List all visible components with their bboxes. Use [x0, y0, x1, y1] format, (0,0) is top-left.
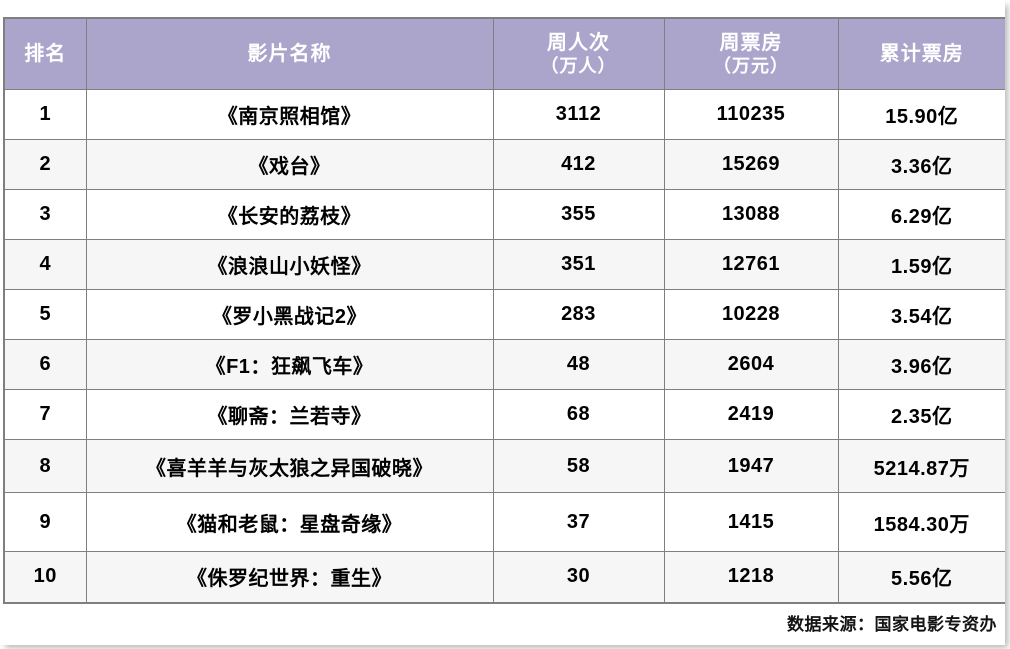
weekly-box-office-header-cell: 周票房 （万元）	[663, 17, 839, 90]
film-title-cell: 《戏台》	[85, 139, 494, 190]
table-row: 6 《F1：狂飙飞车》 48 2604 3.96亿	[3, 339, 1005, 390]
weekly-admissions-cell: 283	[492, 289, 665, 340]
film-title-header-label: 影片名称	[247, 42, 332, 65]
table-row: 2 《戏台》 412 15269 3.36亿	[3, 139, 1005, 190]
film-title-cell: 《长安的荔枝》	[85, 189, 494, 240]
weekly-box-office-cell: 1415	[663, 492, 839, 552]
weekly-box-office-cell: 2419	[663, 389, 839, 440]
weekly-box-office-cell: 13088	[663, 189, 839, 240]
weekly-admissions-cell: 30	[492, 551, 665, 603]
weekly-box-office-cell: 10228	[663, 289, 839, 340]
table-row: 8 《喜羊羊与灰太狼之异国破晓》 58 1947 5214.87万	[3, 439, 1005, 493]
table-row: 10 《侏罗纪世界：重生》 30 1218 5.56亿	[3, 551, 1005, 603]
weekly-admissions-cell: 412	[492, 139, 665, 190]
table-row: 4 《浪浪山小妖怪》 351 12761 1.59亿	[3, 239, 1005, 290]
table-header: 排名 影片名称 周人次 （万人） 周票房 （万元） 累计票房	[3, 17, 1005, 90]
weekly-admissions-cell: 58	[492, 439, 665, 493]
weekly-box-office-cell: 15269	[663, 139, 839, 190]
weekly-admissions-header-label: 周人次	[547, 31, 610, 54]
cumulative-box-office-cell: 1.59亿	[837, 239, 1005, 290]
weekly-admissions-cell: 48	[492, 339, 665, 390]
weekly-admissions-cell: 351	[492, 239, 665, 290]
rank-header-cell: 排名	[3, 17, 87, 90]
rank-cell: 8	[3, 439, 87, 493]
table-row: 9 《猫和老鼠：星盘奇缘》 37 1415 1584.30万	[3, 492, 1005, 552]
film-title-cell: 《南京照相馆》	[85, 89, 494, 140]
table-row: 3 《长安的荔枝》 355 13088 6.29亿	[3, 189, 1005, 240]
rank-cell: 9	[3, 492, 87, 552]
cumulative-box-office-cell: 3.96亿	[837, 339, 1005, 390]
cumulative-box-office-cell: 5.56亿	[837, 551, 1005, 603]
film-title-cell: 《喜羊羊与灰太狼之异国破晓》	[85, 439, 494, 493]
rank-header-label: 排名	[24, 42, 67, 65]
cumulative-box-office-cell: 1584.30万	[837, 492, 1005, 552]
weekly-box-office-header-label: 周票房	[719, 31, 783, 54]
header-row: 排名 影片名称 周人次 （万人） 周票房 （万元） 累计票房	[3, 17, 1005, 90]
cumulative-box-office-cell: 15.90亿	[837, 89, 1005, 140]
rank-cell: 1	[3, 89, 87, 140]
film-title-header-cell: 影片名称	[85, 17, 494, 90]
weekly-admissions-cell: 3112	[492, 89, 665, 140]
cumulative-box-office-cell: 3.36亿	[837, 139, 1005, 190]
table-row: 5 《罗小黑战记2》 283 10228 3.54亿	[3, 289, 1005, 340]
cumulative-box-office-cell: 5214.87万	[837, 439, 1005, 493]
weekly-box-office-cell: 1947	[663, 439, 839, 493]
rank-cell: 4	[3, 239, 87, 290]
film-title-cell: 《聊斋：兰若寺》	[85, 389, 494, 440]
weekly-box-office-cell: 1218	[663, 551, 839, 603]
cumulative-box-office-cell: 6.29亿	[837, 189, 1005, 240]
rank-cell: 10	[3, 551, 87, 603]
weekly-admissions-cell: 355	[492, 189, 665, 240]
cumulative-box-office-header-label: 累计票房	[879, 42, 964, 65]
weekly-box-office-cell: 12761	[663, 239, 839, 290]
weekly-box-office-cell: 2604	[663, 339, 839, 390]
film-title-cell: 《F1：狂飙飞车》	[85, 339, 494, 390]
weekly-admissions-cell: 37	[492, 492, 665, 552]
cumulative-box-office-cell: 3.54亿	[837, 289, 1005, 340]
weekly-admissions-cell: 68	[492, 389, 665, 440]
cumulative-box-office-header-cell: 累计票房	[837, 17, 1005, 90]
weekly-box-office-header-unit: （万元）	[713, 55, 789, 76]
film-title-cell: 《猫和老鼠：星盘奇缘》	[85, 492, 494, 552]
weekly-box-office-cell: 110235	[663, 89, 839, 140]
rank-cell: 6	[3, 339, 87, 390]
rank-cell: 5	[3, 289, 87, 340]
rank-cell: 2	[3, 139, 87, 190]
table-row: 7 《聊斋：兰若寺》 68 2419 2.35亿	[3, 389, 1005, 440]
weekly-box-office-table: 排名 影片名称 周人次 （万人） 周票房 （万元） 累计票房	[3, 17, 1005, 604]
rank-cell: 3	[3, 189, 87, 240]
data-source-note: 数据来源：国家电影专资办	[787, 615, 997, 634]
weekly-admissions-header-unit: （万人）	[540, 55, 617, 76]
weekly-admissions-header-cell: 周人次 （万人）	[492, 17, 665, 90]
rank-cell: 7	[3, 389, 87, 440]
film-title-cell: 《浪浪山小妖怪》	[85, 239, 494, 290]
cumulative-box-office-cell: 2.35亿	[837, 389, 1005, 440]
table-row: 1 《南京照相馆》 3112 110235 15.90亿	[3, 89, 1005, 140]
film-title-cell: 《罗小黑战记2》	[85, 289, 494, 340]
film-title-cell: 《侏罗纪世界：重生》	[85, 551, 494, 603]
table-body: 1 《南京照相馆》 3112 110235 15.90亿 2 《戏台》 412 …	[3, 89, 1005, 603]
